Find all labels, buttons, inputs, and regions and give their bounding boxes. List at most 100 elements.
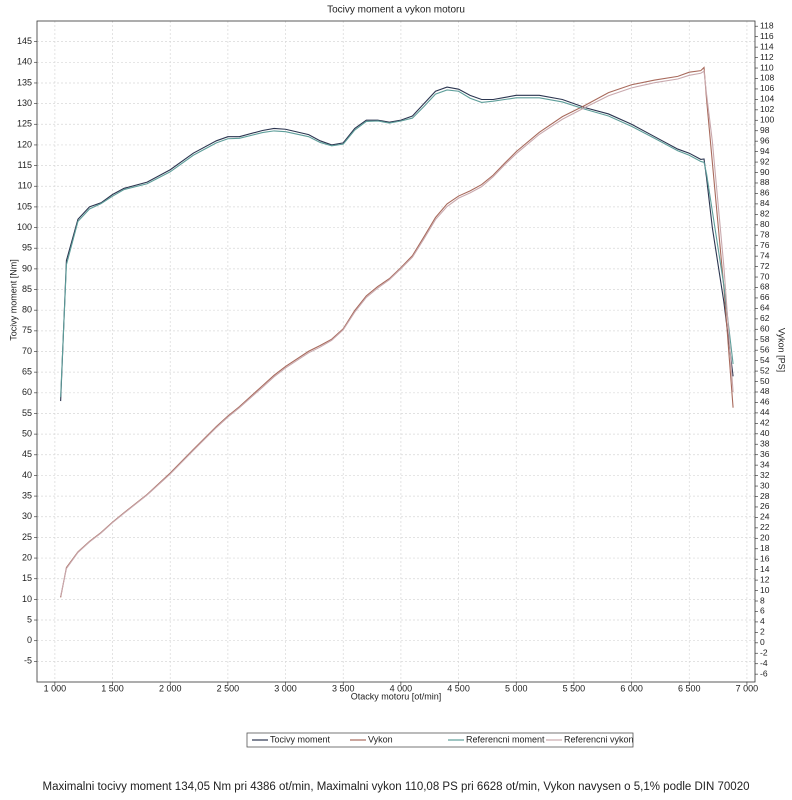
y-tick-label: 100 <box>17 222 32 232</box>
y-tick-label: 25 <box>22 532 32 542</box>
y-tick-label: 120 <box>17 139 32 149</box>
y2-tick-label: 34 <box>760 459 770 469</box>
y2-tick-label: 2 <box>760 627 765 637</box>
y2-tick-label: 112 <box>760 52 774 62</box>
y-tick-label: 140 <box>17 57 32 67</box>
series-line <box>60 66 734 598</box>
y-tick-label: 0 <box>27 635 32 645</box>
y2-tick-label: 52 <box>760 365 770 375</box>
legend-label: Tocivy moment <box>270 734 331 744</box>
y-tick-label: 115 <box>18 160 32 170</box>
caption: Maximalni tocivy moment 134,05 Nm pri 43… <box>43 781 750 793</box>
y-tick-label: 40 <box>22 470 32 480</box>
y2-tick-label: 46 <box>760 397 770 407</box>
y2-tick-label: 70 <box>760 271 770 281</box>
y2-tick-label: 16 <box>760 553 770 563</box>
y2-tick-label: 6 <box>760 606 765 616</box>
y2-tick-label: 74 <box>760 250 770 260</box>
y2-tick-label: 98 <box>760 125 770 135</box>
y2-tick-label: -4 <box>760 658 768 668</box>
y2-tick-label: 100 <box>760 115 774 125</box>
y-tick-label: 75 <box>22 325 32 335</box>
x-tick-label: 7 000 <box>736 683 759 693</box>
y2-tick-label: 30 <box>760 480 770 490</box>
y-tick-label: 70 <box>22 346 32 356</box>
y2-tick-label: 110 <box>760 62 774 72</box>
y2-tick-label: 26 <box>760 501 770 511</box>
y2-tick-label: 0 <box>760 637 765 647</box>
series-line <box>60 70 734 597</box>
series-line <box>60 86 734 402</box>
y2-tick-label: 24 <box>760 512 770 522</box>
y2-tick-label: 108 <box>760 73 774 83</box>
y2-tick-label: 12 <box>760 574 770 584</box>
y2-tick-label: 104 <box>760 94 774 104</box>
y-axis-label: Tocivy moment [Nm] <box>8 259 18 341</box>
y-tick-label: 145 <box>17 36 32 46</box>
y-tick-label: 35 <box>22 490 32 500</box>
x-tick-label: 6 000 <box>620 683 643 693</box>
plot-frame <box>36 20 756 683</box>
y-tick-label: -5 <box>24 656 32 666</box>
y2-tick-label: 18 <box>760 543 770 553</box>
y2-axis-label: Vykon [PS] <box>777 328 787 372</box>
y2-tick-label: 4 <box>760 616 765 626</box>
y2-tick-label: 28 <box>760 491 770 501</box>
y2-tick-label: 62 <box>760 313 770 323</box>
y2-tick-label: 114 <box>760 41 774 51</box>
x-tick-label: 2 000 <box>159 683 182 693</box>
y2-tick-label: 20 <box>760 533 770 543</box>
y2-tick-label: 72 <box>760 261 770 271</box>
y-tick-label: 55 <box>22 408 32 418</box>
y2-tick-label: -2 <box>760 648 768 658</box>
y2-tick-label: 76 <box>760 240 770 250</box>
x-tick-label: 4 000 <box>390 683 413 693</box>
y2-tick-label: 36 <box>760 449 770 459</box>
legend-label: Referencni vykon <box>564 734 634 744</box>
y2-tick-label: 8 <box>760 595 765 605</box>
y2-tick-label: 48 <box>760 386 770 396</box>
x-tick-label: 3 500 <box>332 683 355 693</box>
y-tick-label: 15 <box>22 573 32 583</box>
x-axis-label: Otacky motoru [ot/min] <box>351 691 442 701</box>
y2-tick-label: 106 <box>760 83 774 93</box>
y2-tick-label: 90 <box>760 167 770 177</box>
y-tick-label: 95 <box>22 243 32 253</box>
y-tick-label: 125 <box>17 119 32 129</box>
series-line <box>60 89 734 397</box>
y-tick-label: 30 <box>22 511 32 521</box>
x-tick-label: 6 500 <box>678 683 701 693</box>
y2-tick-label: 54 <box>760 355 770 365</box>
y2-tick-label: 66 <box>760 292 770 302</box>
x-tick-label: 2 500 <box>217 683 240 693</box>
y2-tick-label: 56 <box>760 344 770 354</box>
y-tick-label: 20 <box>22 552 32 562</box>
x-tick-label: 5 000 <box>505 683 528 693</box>
y2-tick-label: 78 <box>760 229 770 239</box>
y-tick-label: 45 <box>22 449 32 459</box>
y2-tick-label: 86 <box>760 188 770 198</box>
y2-tick-label: 82 <box>760 209 770 219</box>
y2-tick-label: 60 <box>760 324 770 334</box>
y-tick-label: 105 <box>17 201 32 211</box>
y2-tick-label: 94 <box>760 146 770 156</box>
y2-tick-label: 50 <box>760 376 770 386</box>
legend-box <box>246 732 634 748</box>
y-tick-label: 130 <box>17 98 32 108</box>
y2-tick-label: 80 <box>760 219 770 229</box>
chart-title: Tocivy moment a vykon motoru <box>327 5 465 16</box>
y2-tick-label: 44 <box>760 407 770 417</box>
y-tick-label: 80 <box>22 305 32 315</box>
y-tick-label: 85 <box>22 284 32 294</box>
y-tick-label: 60 <box>22 387 32 397</box>
y2-tick-label: 10 <box>760 585 770 595</box>
y2-tick-label: 84 <box>760 198 770 208</box>
x-tick-label: 3 000 <box>274 683 297 693</box>
y2-tick-label: 40 <box>760 428 770 438</box>
y-tick-label: 135 <box>17 77 32 87</box>
y2-tick-label: 32 <box>760 470 770 480</box>
y-tick-label: 50 <box>22 429 32 439</box>
x-tick-label: 5 500 <box>563 683 586 693</box>
legend-label: Vykon <box>368 734 393 744</box>
